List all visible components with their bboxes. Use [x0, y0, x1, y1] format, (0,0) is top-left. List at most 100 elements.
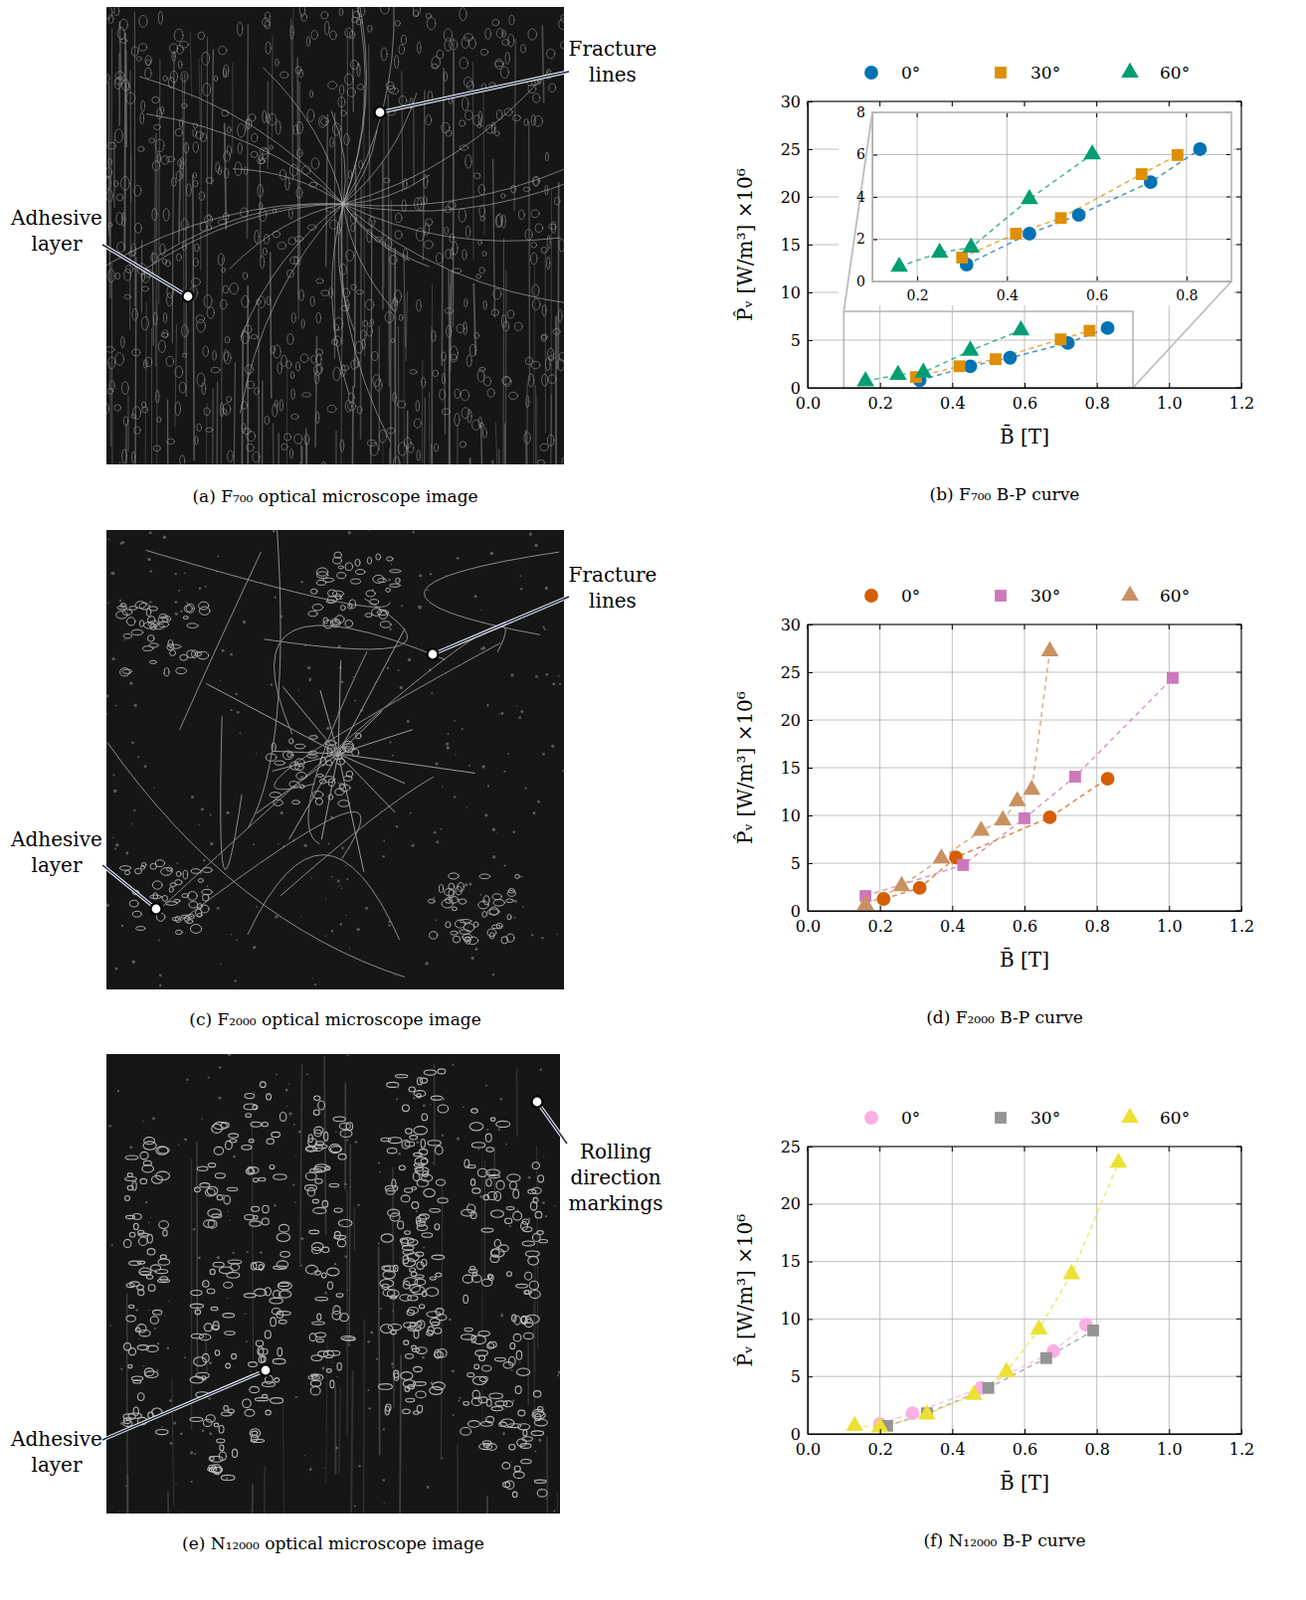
adhesive-blob [127, 617, 136, 626]
adhesive-blob [195, 909, 202, 918]
streak [481, 425, 483, 465]
adhesive-blob [326, 760, 333, 766]
adhesive-blob [481, 1228, 494, 1233]
fracture-line [338, 661, 342, 754]
speck [157, 1342, 161, 1346]
speck [131, 959, 136, 964]
adhesive-blob [142, 1165, 155, 1173]
adhesive-blob [389, 569, 401, 573]
grain [473, 173, 480, 180]
streak [534, 1266, 536, 1373]
fracture-line [229, 203, 344, 269]
micrograph [106, 1054, 560, 1514]
streak [151, 328, 153, 465]
adhesive-blob [539, 1239, 549, 1243]
grain [479, 267, 485, 274]
grain [142, 406, 149, 413]
streak [381, 163, 384, 310]
adhesive-blob [444, 888, 455, 896]
streak [233, 362, 235, 465]
grain [476, 274, 482, 279]
adhesive-blob [120, 603, 127, 608]
streak [298, 462, 301, 465]
grain [542, 304, 547, 316]
grain [237, 124, 246, 138]
adhesive-blob [437, 1198, 448, 1204]
speck [481, 1421, 485, 1425]
grain [432, 370, 439, 376]
speck [112, 837, 114, 839]
grain [528, 373, 534, 387]
grain [178, 60, 183, 69]
grain [262, 17, 271, 27]
adhesive-blob [202, 1353, 210, 1362]
adhesive-blob [429, 1277, 436, 1281]
streak [542, 25, 544, 103]
grain [114, 6, 120, 16]
grain [163, 208, 170, 222]
speck [514, 917, 517, 920]
adhesive-blob [311, 1374, 319, 1378]
speck [394, 974, 397, 977]
adhesive-blob [223, 1406, 229, 1412]
leader-line [102, 865, 157, 910]
adhesive-blob [262, 1205, 270, 1213]
grain [310, 90, 314, 98]
adhesive-blob [318, 1101, 326, 1111]
adhesive-blob [522, 1241, 535, 1247]
adhesive-blob [486, 1399, 492, 1407]
adhesive-blob [176, 667, 187, 674]
adhesive-blob [496, 1120, 511, 1127]
adhesive-blob [205, 1415, 215, 1423]
speck [150, 1216, 152, 1218]
annotation-marker [183, 291, 194, 303]
grain [192, 258, 198, 267]
grain [262, 110, 267, 124]
speck [217, 1097, 221, 1101]
adhesive-blob [144, 1137, 156, 1145]
grain [519, 209, 526, 220]
streak [270, 252, 272, 398]
speck [365, 907, 369, 911]
adhesive-blob [194, 1187, 201, 1193]
grain [322, 461, 327, 465]
adhesive-blob [323, 617, 329, 624]
grain [114, 181, 119, 187]
grain [394, 20, 400, 27]
adhesive-blob [313, 1110, 320, 1116]
speck [512, 830, 516, 834]
grain [141, 100, 146, 112]
grain [525, 357, 533, 366]
streak [448, 270, 451, 465]
speck [395, 1098, 398, 1101]
adhesive-blob [150, 1316, 159, 1325]
grain [363, 320, 369, 327]
grain [559, 41, 564, 49]
grain [157, 108, 163, 120]
adhesive-blob [265, 753, 277, 762]
grain [496, 213, 503, 228]
adhesive-blob [321, 1273, 327, 1279]
grain [477, 370, 485, 382]
adhesive-blob [250, 1263, 257, 1271]
speck [255, 906, 258, 909]
adhesive-blob [338, 1153, 347, 1160]
speck [410, 844, 414, 848]
speck [424, 961, 428, 965]
adhesive-blob [148, 635, 156, 643]
adhesive-blob [269, 1298, 283, 1305]
speck [110, 571, 114, 575]
streak [382, 431, 385, 465]
grain [158, 340, 166, 353]
fracture-line [159, 203, 344, 255]
streak [167, 1492, 170, 1514]
adhesive-blob [469, 1122, 484, 1131]
adhesive-blob [338, 1220, 353, 1228]
grain [501, 314, 507, 328]
grain [465, 225, 471, 238]
adhesive-blob [219, 1445, 224, 1452]
grain [547, 434, 555, 447]
speck [136, 1308, 140, 1312]
speck [169, 1172, 171, 1174]
grain [340, 263, 348, 275]
